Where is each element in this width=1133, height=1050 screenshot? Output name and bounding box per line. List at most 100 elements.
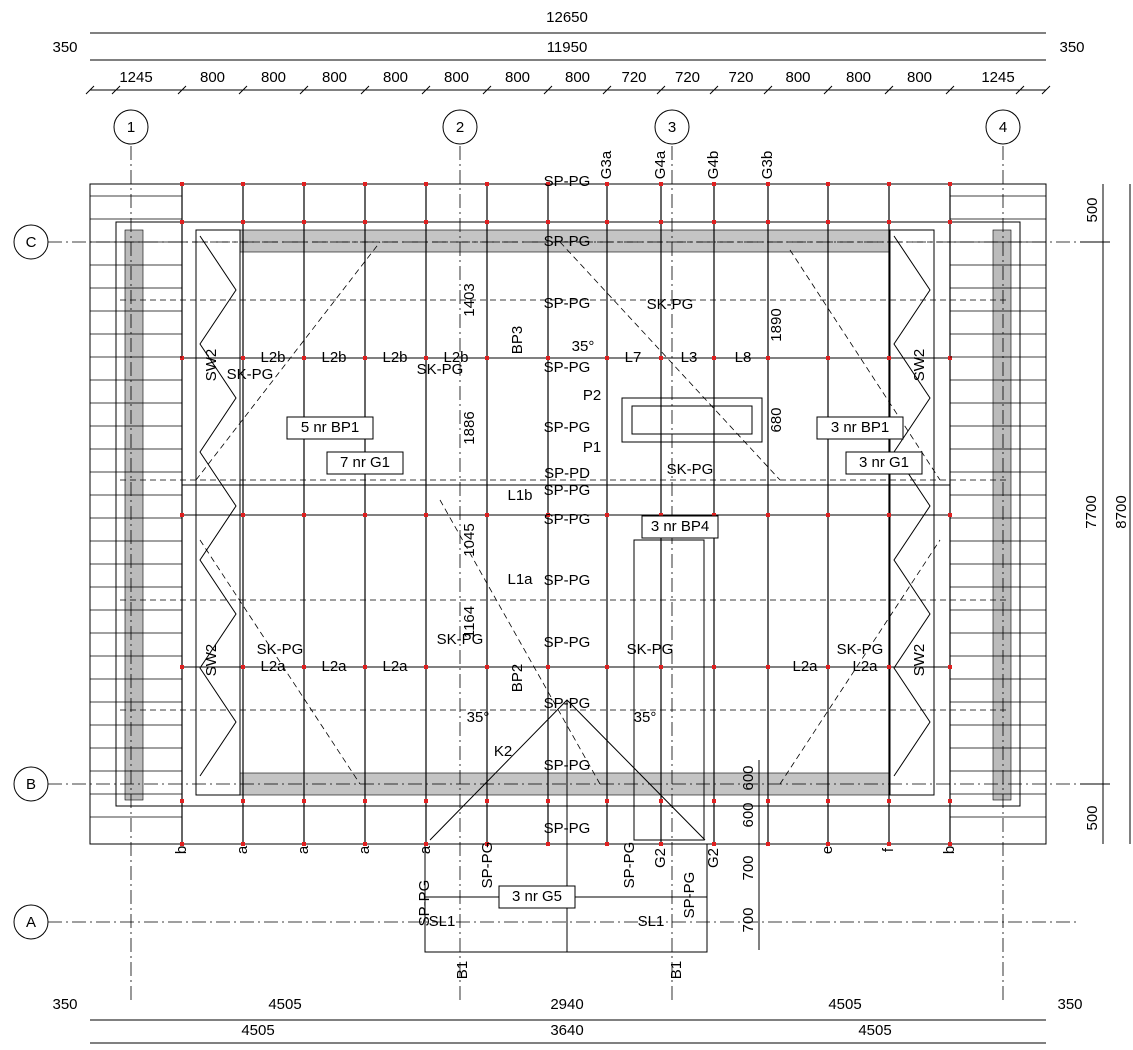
plan-label: L1a: [507, 571, 533, 588]
dimension: 12650: [546, 9, 588, 26]
connector: [605, 356, 609, 360]
dimension: 1890: [768, 308, 785, 341]
connector: [712, 799, 716, 803]
grid-label: A: [26, 914, 36, 931]
connector: [424, 356, 428, 360]
spec-label: SP-PD: [544, 465, 590, 482]
dimension-lines: [90, 32, 1131, 1044]
plan-label: 35°: [467, 709, 490, 726]
dim-tick: [709, 85, 719, 95]
connector: [826, 799, 830, 803]
plan-label: f: [880, 847, 897, 852]
connector: [887, 220, 891, 224]
connector: [485, 513, 489, 517]
connector: [659, 799, 663, 803]
dimension: 800: [261, 69, 286, 86]
connector: [546, 665, 550, 669]
grid-label: C: [26, 234, 37, 251]
connector: [826, 665, 830, 669]
spec-label: SP-PG: [544, 419, 591, 436]
plan-label: b: [941, 846, 958, 854]
label-box: [286, 416, 374, 440]
connector: [424, 842, 428, 846]
connector: [424, 513, 428, 517]
connector: [424, 665, 428, 669]
connector: [826, 842, 830, 846]
connector: [180, 356, 184, 360]
plan-label: L3: [681, 349, 698, 366]
plan-label: P1: [583, 439, 601, 456]
connector: [302, 182, 306, 186]
connector: [363, 842, 367, 846]
count-label: 3 nr G5: [512, 888, 562, 905]
connector: [948, 220, 952, 224]
dim-tick: [85, 85, 95, 95]
connector: [659, 220, 663, 224]
connector: [180, 220, 184, 224]
spec-label: SP-PG: [544, 695, 591, 712]
connector: [712, 182, 716, 186]
grid-label: 2: [456, 119, 464, 136]
dimension: 800: [444, 69, 469, 86]
plan-label: SW2: [203, 644, 220, 677]
grid-bubble: [442, 109, 478, 145]
plan-label: SW2: [911, 349, 928, 382]
dim-tick: [656, 85, 666, 95]
dim-tick: [238, 85, 248, 95]
dimension: 2940: [550, 996, 583, 1013]
plan-label: G4a: [652, 150, 669, 179]
connector: [180, 665, 184, 669]
connector: [826, 182, 830, 186]
connector: [605, 842, 609, 846]
plan-label: L2b: [260, 349, 285, 366]
connector: [712, 220, 716, 224]
connector: [485, 842, 489, 846]
connector: [363, 220, 367, 224]
plan-label: G2: [705, 848, 722, 868]
connector: [424, 220, 428, 224]
count-label: 3 nr BP4: [651, 518, 709, 535]
dimension: 600: [740, 765, 757, 790]
plan-label: SK-PG: [227, 366, 274, 383]
connector: [302, 665, 306, 669]
dimension: 11950: [547, 39, 588, 56]
plan-label: L2b: [321, 349, 346, 366]
spec-label: SP-PG: [621, 842, 638, 889]
dimension: 700: [740, 907, 757, 932]
dimension: 600: [740, 802, 757, 827]
dimension: 500: [1084, 197, 1101, 222]
connector: [712, 665, 716, 669]
plan-label: G3b: [759, 151, 776, 179]
dimension: 350: [1059, 39, 1084, 56]
connector: [180, 182, 184, 186]
spec-label: SP-PG: [544, 359, 591, 376]
connector: [766, 513, 770, 517]
dimension: 350: [52, 39, 77, 56]
spec-label: SP-PG: [544, 482, 591, 499]
plan-label: L2a: [852, 658, 878, 675]
count-label: 3 nr BP1: [831, 419, 889, 436]
grid-bubble: [985, 109, 1021, 145]
plan-label: SK-PG: [627, 641, 674, 658]
dim-tick: [360, 85, 370, 95]
connector: [887, 665, 891, 669]
grid-label: 1: [127, 119, 135, 136]
spec-label: SP-PG: [544, 173, 591, 190]
connector: [826, 356, 830, 360]
plan-label: 35°: [572, 338, 595, 355]
connector: [302, 799, 306, 803]
dimension: 350: [52, 996, 77, 1013]
dimension: 8700: [1113, 495, 1130, 528]
grid-bubble: [654, 109, 690, 145]
connector: [485, 220, 489, 224]
connector: [948, 356, 952, 360]
plan-label: L2a: [321, 658, 347, 675]
plan-label: a: [417, 845, 434, 854]
connector: [712, 513, 716, 517]
connector: [485, 665, 489, 669]
dim-tick: [602, 85, 612, 95]
dim-tick: [1015, 85, 1025, 95]
connector: [302, 842, 306, 846]
label-box: [498, 885, 576, 909]
dimension: 4505: [828, 996, 861, 1013]
